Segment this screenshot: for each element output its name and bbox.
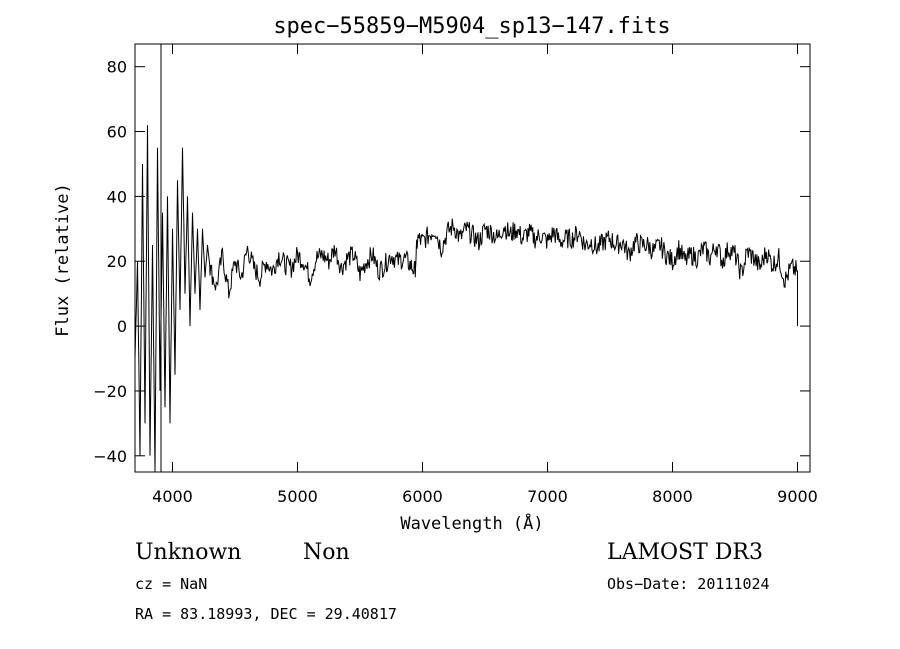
x-tick-label: 4000: [152, 487, 193, 506]
x-tick-label: 5000: [277, 487, 318, 506]
x-axis-label: Wavelength (Å): [400, 512, 543, 534]
y-tick-label: 80: [107, 58, 127, 77]
chart-title: spec−55859−M5904_sp13−147.fits: [273, 14, 670, 39]
object-class: Unknown: [135, 540, 241, 565]
y-tick-label: 20: [107, 252, 127, 271]
y-tick-label: 60: [107, 123, 127, 142]
y-tick-label: −20: [93, 382, 127, 401]
x-tick-label: 6000: [402, 487, 443, 506]
x-tick-label: 8000: [652, 487, 693, 506]
y-tick-label: −40: [93, 447, 127, 466]
object-subclass: Non: [303, 540, 350, 565]
y-axis-label: Flux (relative): [53, 183, 73, 337]
spectrum-line: [134, 125, 798, 473]
plot-frame: [134, 43, 811, 473]
x-tick-label: 9000: [777, 487, 818, 506]
x-tick-label: 7000: [527, 487, 568, 506]
y-tick-label: 0: [117, 317, 127, 336]
coordinates: RA = 83.18993, DEC = 29.40817: [135, 605, 397, 623]
y-tick-label: 40: [107, 187, 127, 206]
survey-name: LAMOST DR3: [607, 540, 763, 565]
observation-date: Obs−Date: 20111024: [607, 575, 770, 593]
redshift-label: cz = NaN: [135, 575, 207, 593]
